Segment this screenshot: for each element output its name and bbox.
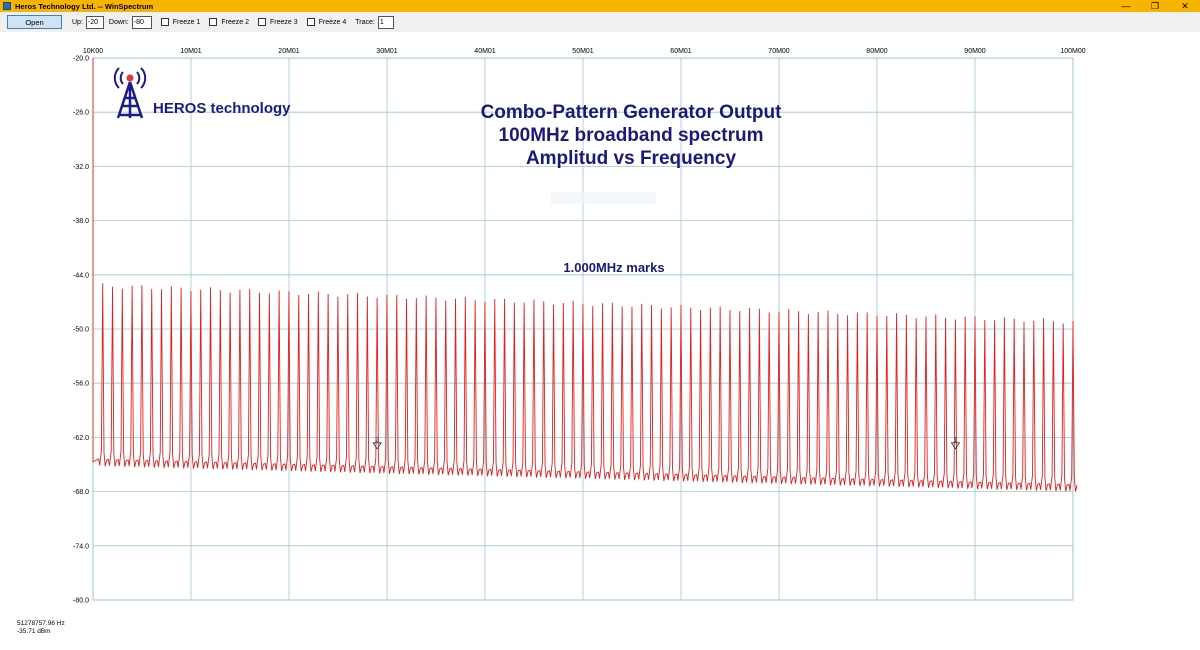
trace-label: Trace:	[355, 18, 375, 26]
freeze-1-checkbox[interactable]: Freeze 1	[160, 18, 201, 26]
marker-triangle[interactable]	[372, 442, 382, 450]
marker-label: 2	[375, 437, 379, 444]
x-tick-label: 100M00	[1060, 48, 1085, 55]
down-input[interactable]: -80	[131, 15, 152, 29]
checkbox-box[interactable]	[209, 18, 218, 26]
up-label: Up:	[72, 18, 83, 26]
y-tick-label: -50.0	[73, 327, 89, 334]
chart-title: Combo-Pattern Generator Output 100MHz br…	[431, 101, 831, 170]
y-tick-label: -44.0	[73, 272, 89, 279]
x-tick-label: 30M01	[376, 48, 398, 55]
x-tick-label: 50M01	[572, 48, 594, 55]
chart-title-line-2: 100MHz broadband spectrum	[498, 125, 764, 146]
x-tick-label: 70M00	[768, 48, 790, 55]
y-tick-label: -32.0	[73, 164, 89, 171]
freeze-2-label: Freeze 2	[221, 18, 249, 26]
x-tick-label: 80M00	[866, 48, 888, 55]
freeze-4-checkbox[interactable]: Freeze 4	[306, 18, 347, 26]
y-tick-label: -74.0	[73, 543, 89, 550]
chart-title-line-3: Amplitud vs Frequency	[525, 148, 737, 169]
x-tick-label: 60M01	[670, 48, 692, 55]
y-tick-label: -80.0	[73, 598, 89, 605]
marker-label: 1	[953, 437, 957, 444]
faint-overlay	[551, 192, 656, 204]
y-tick-label: -56.0	[73, 381, 89, 388]
spectrum-plot[interactable]: 10K00 10M01 20M01 30M01 40M01 50M01 60M01 70M00…	[0, 32, 1200, 612]
y-tick-labels: -20.0 -26.0 -32.0 -38.0 -44.0 -50.0 -56.0 -62.0…	[73, 56, 89, 605]
open-button[interactable]: Open	[7, 15, 62, 29]
status-frequency: 51278757.96 Hz	[17, 620, 65, 627]
spectrum-trace	[92, 58, 1078, 492]
checkbox-box[interactable]	[258, 18, 266, 26]
marker-triangle[interactable]	[950, 442, 961, 450]
close-button[interactable]: ✕	[1181, 0, 1189, 11]
x-tick-label: 10M01	[180, 48, 202, 55]
y-tick-label: -68.0	[73, 489, 89, 496]
x-tick-label: 90M00	[964, 48, 986, 55]
x-tick-label: 10K00	[83, 48, 103, 55]
toolbar: Open Up: -20 Down: -80 Freeze 1 Freeze 2…	[0, 12, 1200, 32]
marks-annotation: 1.000MHz marks	[563, 260, 665, 275]
chart-title-line-1: Combo-Pattern Generator Output	[480, 102, 782, 123]
freeze-3-label: Freeze 3	[270, 18, 298, 26]
x-tick-label: 20M01	[278, 48, 300, 55]
x-tick-label: 40M01	[474, 48, 496, 55]
logo-text: HEROS technology	[153, 100, 291, 117]
freeze-3-checkbox[interactable]: Freeze 3	[258, 18, 298, 26]
minimize-button[interactable]: —	[1121, 1, 1131, 11]
down-label: Down:	[108, 18, 129, 26]
trace-input[interactable]: 1	[377, 15, 394, 29]
y-tick-label: -26.0	[73, 110, 89, 117]
title-bar: Heros Technology Ltd. -- WinSpectrum	[0, 0, 1200, 12]
grid	[92, 57, 1074, 601]
freeze-2-checkbox[interactable]: Freeze 2	[209, 18, 249, 26]
up-input[interactable]: -20	[85, 15, 104, 29]
x-tick-labels: 10K00 10M01 20M01 30M01 40M01 50M01 60M01 70M00…	[83, 48, 1086, 55]
y-tick-label: -62.0	[73, 435, 89, 442]
freeze-1-label: Freeze 1	[172, 18, 201, 26]
y-tick-label: -38.0	[73, 218, 89, 225]
checkbox-box[interactable]	[160, 18, 169, 26]
window-title: Heros Technology Ltd. -- WinSpectrum	[15, 1, 154, 11]
checkbox-box[interactable]	[306, 18, 315, 26]
app-icon	[3, 2, 11, 10]
logo: HEROS technology	[110, 66, 291, 122]
y-tick-label: -20.0	[73, 56, 89, 63]
freeze-4-label: Freeze 4	[318, 18, 347, 26]
status-level: -35.71 dBm	[17, 628, 51, 635]
radio-tower-icon	[113, 67, 147, 119]
maximize-button[interactable]: ❐	[1150, 0, 1160, 11]
